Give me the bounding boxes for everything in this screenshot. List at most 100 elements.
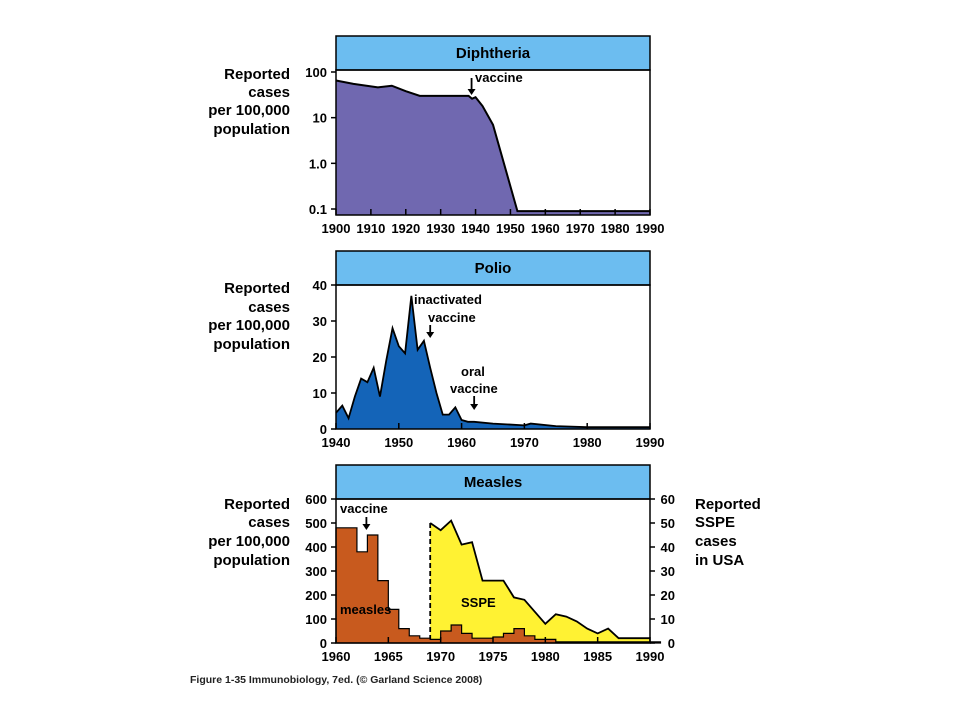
diphtheria-title: Diphtheria: [456, 45, 531, 62]
diphtheria-area-layer: [335, 79, 650, 215]
measles-y-tick-label: 600: [305, 492, 327, 507]
polio-x-tick-label: 1960: [447, 435, 476, 450]
figure-caption: Figure 1-35 Immunobiology, 7ed. (© Garla…: [190, 674, 482, 686]
polio-x-tick-label: 1980: [573, 435, 602, 450]
measles-y-tick-label: 0: [320, 636, 327, 651]
polio-panel: Polio 0 10 20 30 40 1940 1950 1960 1970 1980 1990…: [208, 250, 665, 450]
diphtheria-x-tick-label: 1940: [461, 221, 490, 236]
measles-right-y-tick-label: 50: [661, 516, 675, 531]
measles-right-ylabel-line-2: SSPE: [695, 514, 735, 531]
diphtheria-x-tick-label: 1900: [322, 221, 351, 236]
diphtheria-ylabel-line-2: cases: [248, 84, 290, 101]
diphtheria-ylabel-line-4: population: [213, 121, 290, 138]
measles-right-y-axis-label: Reported SSPE cases in USA: [695, 496, 761, 569]
measles-x-tick-label: 1990: [636, 649, 665, 664]
polio-area-layer: [335, 295, 650, 429]
diphtheria-vaccine-label: vaccine: [475, 70, 523, 85]
polio-cases-line: [335, 295, 650, 429]
diphtheria-x-tick-label: 1980: [601, 221, 630, 236]
diphtheria-x-tick-label: 1960: [531, 221, 560, 236]
measles-x-tick-label: 1960: [322, 649, 351, 664]
measles-right-y-tick-label: 20: [661, 588, 675, 603]
polio-x-ticks: 1940 1950 1960 1970 1980 1990: [322, 423, 665, 450]
measles-vaccine-arrow-head: [362, 524, 371, 530]
measles-right-ylabel-line-4: in USA: [695, 552, 744, 569]
measles-vaccine-label: vaccine: [340, 501, 388, 516]
polio-cases-area: [336, 295, 650, 429]
diphtheria-cases-area: [336, 80, 650, 215]
measles-y-tick-label: 200: [305, 588, 327, 603]
measles-series-label: measles: [340, 602, 391, 617]
diphtheria-y-tick-label: 100: [305, 65, 327, 80]
measles-ylabel-line-4: population: [213, 552, 290, 569]
diphtheria-x-tick-label: 1920: [391, 221, 420, 236]
polio-x-tick-label: 1990: [636, 435, 665, 450]
measles-cases-area: [335, 527, 662, 644]
diphtheria-x-tick-label: 1930: [426, 221, 455, 236]
polio-y-tick-label: 10: [313, 386, 327, 401]
diphtheria-y-tick-label: 10: [313, 111, 327, 126]
measles-y-axis-label: Reported cases per 100,000 population: [208, 496, 290, 569]
measles-right-y-tick-label: 30: [661, 564, 675, 579]
measles-x-tick-label: 1985: [583, 649, 612, 664]
measles-x-tick-label: 1975: [479, 649, 508, 664]
polio-y-tick-label: 30: [313, 314, 327, 329]
polio-x-tick-label: 1970: [510, 435, 539, 450]
polio-oral-vaccine-arrow: [470, 396, 479, 410]
polio-ylabel-line-2: cases: [248, 299, 290, 316]
polio-oral-vaccine-label-line-1: oral: [461, 364, 485, 379]
diphtheria-y-ticks: 100 10 1.0 0.1: [305, 65, 336, 217]
polio-title-band: [335, 250, 651, 286]
polio-inactivated-vaccine-arrow-head: [426, 332, 435, 338]
measles-ylabel-line-1: Reported: [224, 496, 290, 513]
sspe-cases-line: [429, 519, 650, 640]
measles-y-tick-label: 400: [305, 540, 327, 555]
measles-x-tick-label: 1980: [531, 649, 560, 664]
measles-x-tick-label: 1970: [426, 649, 455, 664]
diphtheria-plot-frame: [335, 69, 651, 216]
measles-ylabel-line-3: per 100,000: [208, 533, 290, 550]
diphtheria-y-axis-label: Reported cases per 100,000 population: [208, 66, 290, 138]
diphtheria-title-band: [335, 35, 651, 71]
measles-left-y-ticks: 0 100 200 300 400 500 600: [305, 492, 336, 651]
diphtheria-ylabel-line-1: Reported: [224, 66, 290, 83]
diphtheria-vaccine-arrow-head: [467, 89, 476, 95]
polio-ylabel-line-1: Reported: [224, 280, 290, 297]
diphtheria-x-tick-label: 1990: [636, 221, 665, 236]
polio-inactivated-vaccine-label-line-1: inactivated: [414, 292, 482, 307]
polio-inactivated-vaccine-arrow: [426, 325, 435, 338]
polio-x-tick-label: 1950: [384, 435, 413, 450]
measles-panel: Measles 0 100 200 300 400 500 600 0 10 20 30 40 50 6…: [208, 464, 761, 664]
polio-oral-vaccine-arrow-head: [470, 404, 479, 410]
polio-oral-vaccine-label-line-2: vaccine: [450, 381, 498, 396]
measles-x-ticks: 1960 1965 1970 1975 1980 1985 1990: [322, 637, 665, 664]
diphtheria-cases-line: [335, 79, 650, 213]
polio-y-tick-label: 0: [320, 422, 327, 437]
measles-right-y-tick-label: 40: [661, 540, 675, 555]
measles-right-ylabel-line-1: Reported: [695, 496, 761, 513]
sspe-series-label: SSPE: [461, 595, 496, 610]
diphtheria-x-tick-label: 1950: [496, 221, 525, 236]
measles-vaccine-arrow: [362, 517, 371, 530]
diphtheria-vaccine-arrow: [467, 78, 476, 95]
measles-x-tick-label: 1965: [374, 649, 403, 664]
polio-y-axis-label: Reported cases per 100,000 population: [208, 280, 290, 353]
measles-right-y-tick-label: 0: [668, 636, 675, 651]
polio-y-tick-label: 20: [313, 350, 327, 365]
measles-y-tick-label: 100: [305, 612, 327, 627]
measles-ylabel-line-2: cases: [248, 514, 290, 531]
polio-y-tick-label: 40: [313, 278, 327, 293]
measles-right-ylabel-line-3: cases: [695, 533, 737, 550]
diphtheria-x-tick-label: 1970: [566, 221, 595, 236]
sspe-cases-area: [430, 520, 650, 643]
measles-title: Measles: [464, 474, 522, 491]
polio-title: Polio: [475, 260, 512, 277]
polio-y-ticks: 0 10 20 30 40: [313, 278, 336, 437]
measles-title-band: [335, 464, 651, 500]
measles-right-y-tick-label: 10: [661, 612, 675, 627]
measles-area-layer: [335, 519, 662, 644]
measles-right-y-ticks: 0 10 20 30 40 50 60: [650, 492, 675, 651]
polio-inactivated-vaccine-label-line-2: vaccine: [428, 310, 476, 325]
